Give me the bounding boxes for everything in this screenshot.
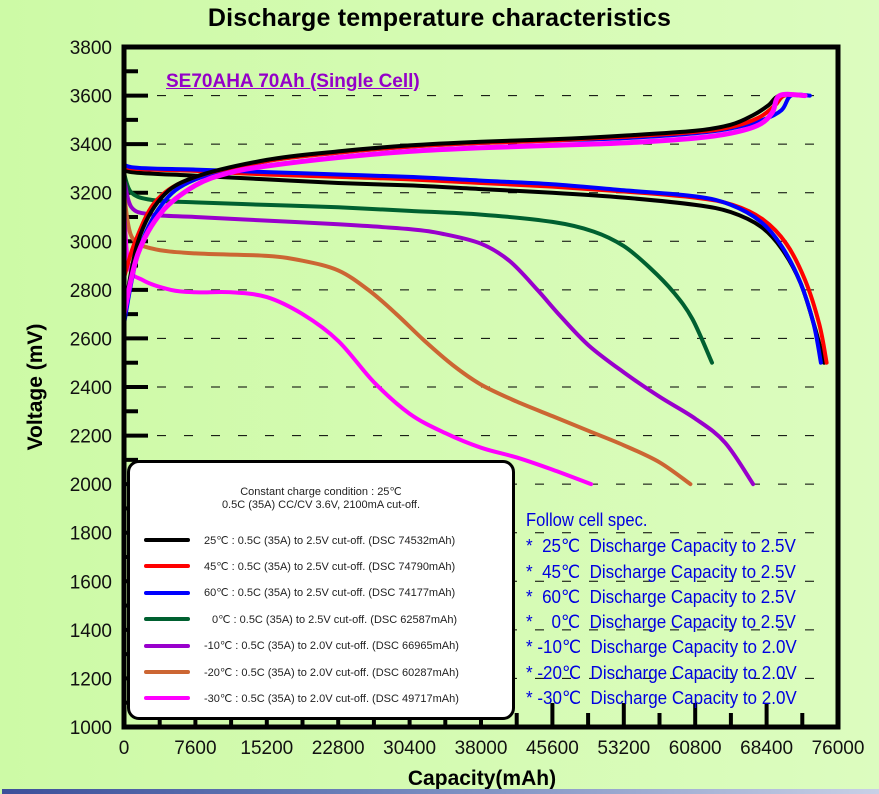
legend-item: 0℃ : 0.5C (35A) to 2.5V cut-off. (DSC 62… [144, 612, 457, 626]
x-tick-label: 22800 [312, 738, 365, 759]
spec-line: * 60℃ Discharge Capacity to 2.5V [526, 585, 796, 607]
legend-label: 0℃ : 0.5C (35A) to 2.5V cut-off. (DSC 62… [212, 613, 458, 626]
series-discharge-line [122, 202, 594, 487]
legend-label: 60℃ : 0.5C (35A) to 2.5V cut-off. (DSC 7… [204, 587, 456, 600]
x-axis-label: Capacity(mAh) [408, 767, 556, 790]
y-tick-label: 2600 [70, 329, 112, 350]
legend-header-line-2: 0.5C (35A) CC/CV 3.6V, 2100mA cut-off. [221, 499, 421, 511]
legend-item: -20℃ : 0.5C (35A) to 2.0V cut-off. (DSC … [144, 665, 459, 679]
legend-swatch [144, 670, 190, 674]
legend-item: -10℃ : 0.5C (35A) to 2.0V cut-off. (DSC … [144, 639, 459, 653]
legend-item: 25℃ : 0.5C (35A) to 2.5V cut-off. (DSC 7… [144, 533, 455, 547]
x-tick-label: 0 [119, 738, 130, 759]
legend-label: -20℃ : 0.5C (35A) to 2.0V cut-off. (DSC … [204, 666, 459, 679]
legend-swatch [144, 564, 190, 569]
series-discharge-line [122, 176, 756, 487]
legend-label: 45℃ : 0.5C (35A) to 2.5V cut-off. (DSC 7… [204, 560, 456, 573]
y-axis-label: Voltage (mV) [24, 324, 47, 451]
spec-annotation: Follow cell spec. * 25℃ Discharge Capaci… [526, 508, 820, 710]
legend-label: -10℃ : 0.5C (35A) to 2.0V cut-off. (DSC … [204, 640, 459, 653]
chart-title: Discharge temperature characteristics [207, 4, 672, 32]
plot-border [121, 44, 841, 730]
series-charge-line [121, 91, 808, 317]
legend-header-line-1: Constant charge condition : 25℃ [240, 486, 402, 498]
y-tick-label: 2000 [70, 475, 112, 496]
legend-swatch [144, 538, 190, 542]
y-tick-label: 1200 [70, 669, 112, 690]
chart-subtitle: SE70AHA 70Ah (Single Cell) [166, 71, 420, 92]
x-tick-label: 45600 [526, 738, 579, 759]
spec-line: * 25℃ Discharge Capacity to 2.5V [526, 535, 796, 557]
legend: Constant charge condition : 25℃ 0.5C (35… [127, 460, 515, 720]
legend-swatch [144, 590, 190, 595]
y-tick-label: 1800 [70, 524, 112, 545]
legend-swatch [144, 696, 190, 701]
x-tick-label: 76000 [812, 738, 865, 759]
x-tick-label: 38000 [455, 738, 508, 759]
x-tick-label: 68400 [740, 738, 793, 759]
legend-label: -30℃ : 0.5C (35A) to 2.0V cut-off. (DSC … [204, 692, 459, 705]
spec-line: * 0℃ Discharge Capacity to 2.5V [526, 611, 796, 633]
x-tick-label: 53200 [597, 738, 650, 759]
y-tick-label: 1600 [70, 572, 112, 593]
legend-swatch [144, 617, 190, 622]
y-tick-label: 3800 [70, 38, 112, 59]
spec-line: * -10℃ Discharge Capacity to 2.0V [526, 636, 797, 658]
series-discharge-line [121, 164, 827, 365]
y-tick-label: 2800 [70, 281, 112, 302]
legend-label: 25℃ : 0.5C (35A) to 2.5V cut-off. (DSC 7… [204, 534, 456, 547]
y-tick-label: 3200 [70, 184, 112, 205]
spec-line: * 45℃ Discharge Capacity to 2.5V [526, 560, 796, 582]
x-tick-label: 30400 [383, 738, 436, 759]
y-tick-label: 2400 [70, 378, 112, 399]
legend-item: -30℃ : 0.5C (35A) to 2.0V cut-off. (DSC … [144, 691, 459, 705]
x-tick-label: 7600 [174, 738, 216, 759]
legend-swatch [144, 643, 190, 648]
y-tick-label: 1000 [70, 718, 112, 739]
y-tick-label: 1400 [70, 621, 112, 642]
spec-line: * -30℃ Discharge Capacity to 2.0V [526, 687, 797, 709]
series-lines [121, 91, 829, 487]
series-discharge-line [122, 190, 693, 487]
legend-item: 60℃ : 0.5C (35A) to 2.5V cut-off. (DSC 7… [144, 586, 455, 600]
slide-footer-bar [2, 789, 879, 794]
y-tick-label: 3600 [70, 87, 112, 108]
y-tick-label: 3000 [70, 232, 112, 253]
plot-frame [121, 44, 841, 730]
spec-title: Follow cell spec. [526, 510, 648, 530]
x-tick-label: 60800 [669, 738, 722, 759]
legend-item: 45℃ : 0.5C (35A) to 2.5V cut-off. (DSC 7… [144, 559, 455, 573]
y-tick-label: 2200 [70, 427, 112, 448]
x-axis-ticks: 0 7600 15200 22800 30400 38000 45600 53200 60800… [119, 703, 865, 759]
series-discharge-line [121, 159, 829, 365]
x-tick-label: 15200 [240, 738, 293, 759]
y-tick-label: 3400 [70, 135, 112, 156]
spec-line: * -20℃ Discharge Capacity to 2.0V [526, 661, 797, 683]
series-charge-line [122, 92, 808, 317]
